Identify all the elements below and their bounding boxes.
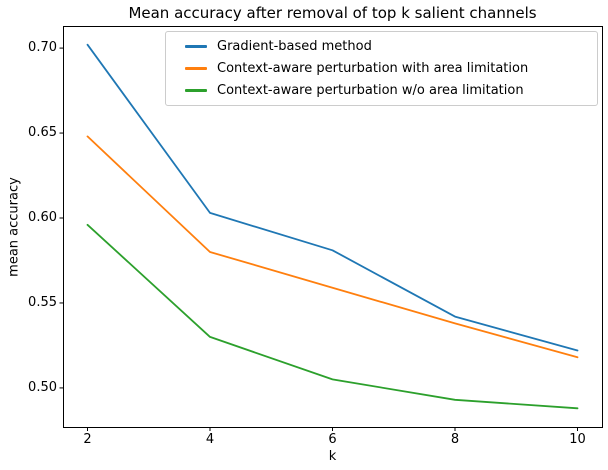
legend-line-swatch xyxy=(185,45,207,49)
x-tick-label: 2 xyxy=(83,432,92,447)
series-line-0 xyxy=(86,43,579,352)
legend-label: Gradient-based method xyxy=(217,39,372,55)
legend-item: Context-aware perturbation w/o area limi… xyxy=(175,80,589,101)
x-tick-label: 6 xyxy=(328,432,337,447)
chart-title: Mean accuracy after removal of top k sal… xyxy=(128,4,537,22)
y-tick-label: 0.65 xyxy=(28,125,57,141)
legend-line-swatch xyxy=(185,66,207,70)
y-tick-label: 0.60 xyxy=(28,210,57,225)
legend-label: Context-aware perturbation with area lim… xyxy=(217,60,529,76)
series-line-2 xyxy=(86,223,579,410)
y-axis-label: mean accuracy xyxy=(6,177,22,277)
legend-item: Context-aware perturbation with area lim… xyxy=(175,58,589,79)
y-tick-label: 0.70 xyxy=(28,40,57,56)
x-tick-label: 10 xyxy=(569,432,586,447)
series-line-1 xyxy=(86,135,579,359)
x-tick-label: 4 xyxy=(205,432,215,447)
legend-item: Gradient-based method xyxy=(175,36,589,57)
y-tick-label: 0.50 xyxy=(28,379,57,395)
legend-label: Context-aware perturbation w/o area limi… xyxy=(217,82,524,98)
y-tick-label: 0.55 xyxy=(28,294,57,310)
legend-line-swatch xyxy=(185,88,207,92)
x-tick-label: 8 xyxy=(450,432,460,447)
legend: Gradient-based method Context-aware pertu… xyxy=(165,31,598,106)
x-axis-label: k xyxy=(328,449,337,464)
